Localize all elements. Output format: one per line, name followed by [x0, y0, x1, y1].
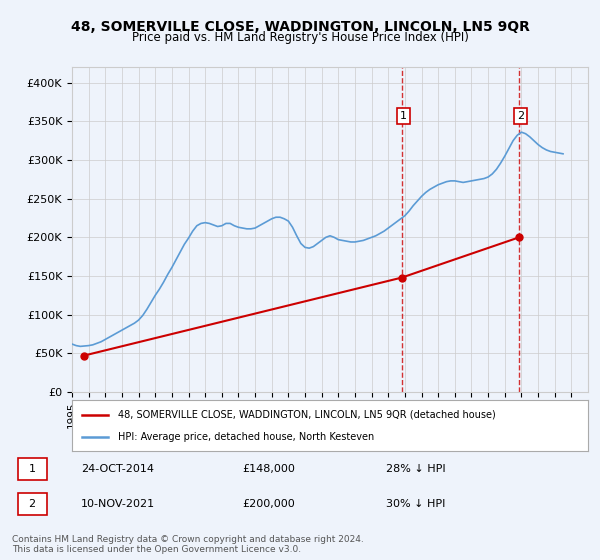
- Text: 10-NOV-2021: 10-NOV-2021: [81, 499, 155, 509]
- Text: 1: 1: [400, 111, 407, 121]
- Text: 2: 2: [29, 499, 36, 509]
- Text: 2: 2: [517, 111, 524, 121]
- Text: 48, SOMERVILLE CLOSE, WADDINGTON, LINCOLN, LN5 9QR (detached house): 48, SOMERVILLE CLOSE, WADDINGTON, LINCOL…: [118, 409, 496, 419]
- Text: 1: 1: [29, 464, 35, 474]
- Text: £148,000: £148,000: [242, 464, 295, 474]
- Text: HPI: Average price, detached house, North Kesteven: HPI: Average price, detached house, Nort…: [118, 432, 374, 442]
- Text: £200,000: £200,000: [242, 499, 295, 509]
- Text: Contains HM Land Registry data © Crown copyright and database right 2024.
This d: Contains HM Land Registry data © Crown c…: [12, 535, 364, 554]
- FancyBboxPatch shape: [397, 108, 410, 124]
- FancyBboxPatch shape: [18, 458, 47, 480]
- Text: 24-OCT-2014: 24-OCT-2014: [81, 464, 154, 474]
- Text: Price paid vs. HM Land Registry's House Price Index (HPI): Price paid vs. HM Land Registry's House …: [131, 31, 469, 44]
- Text: 48, SOMERVILLE CLOSE, WADDINGTON, LINCOLN, LN5 9QR: 48, SOMERVILLE CLOSE, WADDINGTON, LINCOL…: [71, 20, 529, 34]
- FancyBboxPatch shape: [514, 108, 527, 124]
- Text: 28% ↓ HPI: 28% ↓ HPI: [386, 464, 446, 474]
- Text: 30% ↓ HPI: 30% ↓ HPI: [386, 499, 446, 509]
- FancyBboxPatch shape: [18, 493, 47, 515]
